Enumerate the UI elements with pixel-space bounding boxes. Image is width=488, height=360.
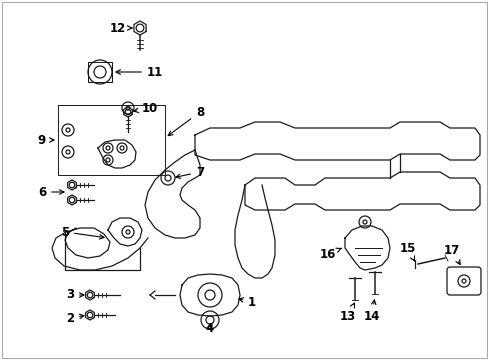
Text: 7: 7 (176, 166, 203, 179)
Text: 14: 14 (363, 300, 379, 323)
Text: 1: 1 (239, 296, 256, 309)
Text: 6: 6 (38, 185, 64, 198)
Text: 9: 9 (38, 134, 54, 147)
Text: 11: 11 (116, 66, 163, 78)
Text: 2: 2 (66, 311, 84, 324)
Text: 12: 12 (110, 22, 132, 35)
Text: 13: 13 (339, 303, 355, 323)
Text: 4: 4 (205, 321, 214, 334)
Text: 8: 8 (168, 105, 203, 136)
Text: 15: 15 (399, 242, 415, 261)
Text: 10: 10 (134, 102, 158, 114)
Text: 17: 17 (443, 243, 459, 265)
Text: 16: 16 (319, 248, 341, 261)
Text: 3: 3 (66, 288, 84, 302)
Text: 5: 5 (61, 225, 104, 239)
